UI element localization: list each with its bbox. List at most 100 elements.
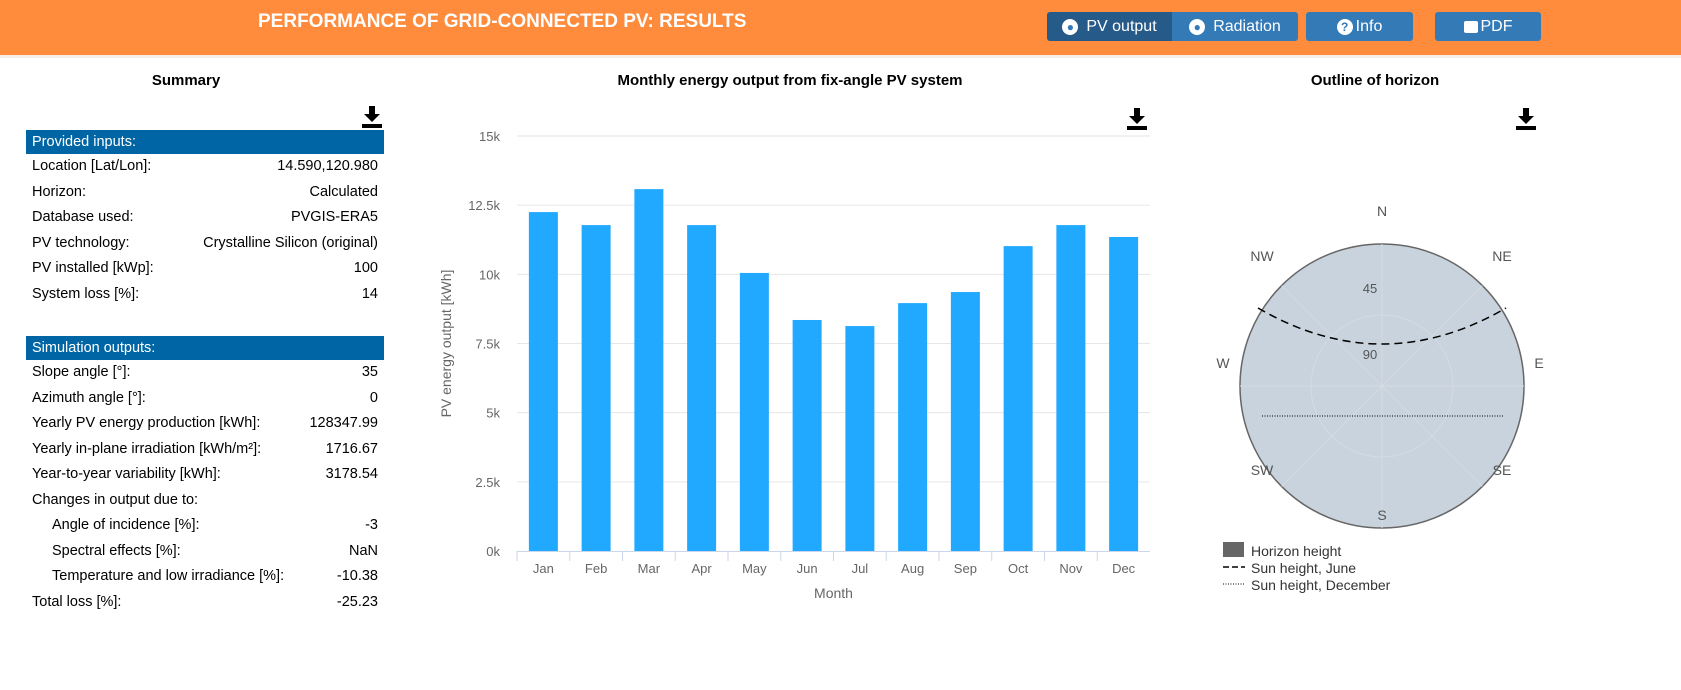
- ring-label-45: 45: [1363, 281, 1377, 296]
- row-value: -25.23: [336, 593, 378, 610]
- row-label: Location [Lat/Lon]:: [32, 158, 152, 174]
- row-value: 14.590,120.980: [277, 158, 378, 174]
- bar: [739, 272, 769, 551]
- row-value: 14: [361, 285, 378, 302]
- y-tick-label: 5k: [486, 406, 500, 421]
- bar: [687, 225, 717, 551]
- print-icon: [1463, 20, 1478, 33]
- legend-item: Sun height, December: [1251, 577, 1391, 593]
- download-horizon-icon[interactable]: [1516, 108, 1536, 130]
- x-tick-label: May: [742, 561, 767, 576]
- x-tick-label: Jul: [852, 561, 869, 576]
- chart-title: Monthly energy output from fix-angle PV …: [617, 72, 963, 89]
- legend-item: Horizon height: [1251, 543, 1341, 559]
- row-value: -3: [365, 517, 378, 533]
- y-tick-label: 12.5k: [468, 198, 500, 213]
- x-tick-label: Jan: [533, 561, 554, 576]
- summary-row: Spectral effects [%]: NaN: [26, 539, 384, 565]
- summary-row: Horizon: Calculated: [26, 180, 384, 206]
- pv-output-label: PV output: [1086, 17, 1157, 35]
- x-tick-label: Nov: [1059, 561, 1083, 576]
- x-tick-label: Oct: [1008, 561, 1029, 576]
- summary-row: PV technology: Crystalline Silicon (origi…: [26, 231, 384, 257]
- ring-label-90: 90: [1363, 347, 1377, 362]
- summary-row: System loss [%]: 14: [26, 282, 384, 308]
- download-chart-icon[interactable]: [1127, 108, 1147, 130]
- row-label: Total loss [%]:: [32, 593, 122, 610]
- row-value: Crystalline Silicon (original): [203, 234, 378, 251]
- row-label: Year-to-year variability [kWh]:: [32, 466, 221, 482]
- summary-row: Slope angle [°]: 35: [26, 360, 384, 386]
- row-label: Temperature and low irradiance [%]:: [52, 568, 285, 584]
- outputs-table: Simulation outputs: Slope angle [°]: 35 Az…: [26, 336, 384, 615]
- bar: [845, 326, 875, 551]
- row-value: 3178.54: [325, 466, 378, 482]
- y-tick-label: 10k: [479, 267, 500, 282]
- row-value: 100: [353, 260, 378, 276]
- summary-row: Yearly in-plane irradiation [kWh/m²]: 171…: [26, 437, 384, 463]
- y-tick-label: 0k: [486, 544, 500, 559]
- row-label: Azimuth angle [°]:: [32, 389, 146, 406]
- row-value: 1716.67: [325, 440, 378, 457]
- x-axis-title: Month: [814, 585, 853, 601]
- bar: [898, 303, 928, 551]
- info-label: Info: [1355, 17, 1383, 35]
- x-tick-label: Feb: [585, 561, 607, 576]
- direction-label: W: [1216, 355, 1230, 371]
- bar: [528, 212, 558, 551]
- x-tick-label: Jun: [797, 561, 818, 576]
- outputs-header: Simulation outputs:: [26, 336, 384, 360]
- y-tick-label: 15k: [479, 129, 500, 144]
- row-label: Yearly in-plane irradiation [kWh/m²]:: [32, 440, 262, 457]
- bar: [1056, 225, 1086, 551]
- row-label: Database used:: [32, 209, 134, 225]
- x-tick-label: Apr: [692, 561, 713, 576]
- row-label: Spectral effects [%]:: [52, 542, 181, 559]
- monthly-bar-chart: 0k 2.5k 5k 7.5k 10k 12.5k 15k Jan Feb Mar Apr May Ju…: [438, 129, 1150, 601]
- summary-row: Temperature and low irradiance [%]: -10.3…: [26, 564, 384, 590]
- direction-label: SE: [1493, 462, 1512, 478]
- row-value: NaN: [348, 542, 378, 559]
- summary-row: Angle of incidence [%]: -3: [26, 513, 384, 539]
- pdf-label: PDF: [1480, 17, 1513, 35]
- spoke: [1381, 385, 1483, 487]
- direction-label: S: [1377, 507, 1386, 523]
- summary-row: Azimuth angle [°]: 0: [26, 386, 384, 412]
- row-label: Angle of incidence [%]:: [52, 517, 200, 533]
- spoke: [1281, 285, 1383, 387]
- x-tick-label: Sep: [954, 561, 977, 576]
- row-value: 0: [369, 389, 378, 406]
- row-label: Changes in output due to:: [32, 491, 199, 508]
- pdf-button[interactable]: PDF: [1435, 12, 1541, 41]
- spoke: [1281, 385, 1383, 487]
- inputs-table: Provided inputs: Location [Lat/Lon]: 14.5…: [26, 130, 384, 307]
- summary-row: PV installed [kWp]: 100: [26, 256, 384, 282]
- row-label: Slope angle [°]:: [32, 364, 131, 380]
- row-value: -10.38: [336, 568, 378, 584]
- summary-row: Year-to-year variability [kWh]: 3178.54: [26, 462, 384, 488]
- horizon-title: Outline of horizon: [1310, 72, 1440, 89]
- radiation-button[interactable]: ● Radiation: [1172, 12, 1298, 41]
- row-label: PV technology:: [32, 234, 130, 251]
- summary-title: Summary: [151, 72, 221, 89]
- download-summary-icon[interactable]: [362, 106, 382, 128]
- eye-icon: ●: [1189, 18, 1206, 35]
- bar: [792, 319, 822, 551]
- row-label: Yearly PV energy production [kWh]:: [32, 415, 261, 431]
- info-button[interactable]: ? Info: [1306, 12, 1413, 41]
- summary-row: Total loss [%]: -25.23: [26, 590, 384, 616]
- row-value: PVGIS-ERA5: [290, 209, 378, 225]
- row-value: 35: [361, 364, 378, 380]
- summary-row: Location [Lat/Lon]: 14.590,120.980: [26, 154, 384, 180]
- sun-path-june: [1257, 307, 1507, 345]
- radiation-label: Radiation: [1213, 17, 1281, 35]
- direction-label: N: [1377, 203, 1387, 219]
- question-circle-icon: ?: [1336, 18, 1353, 35]
- page-title: PERFORMANCE OF GRID-CONNECTED PV: RESULT…: [258, 11, 747, 32]
- y-tick-label: 2.5k: [475, 475, 500, 490]
- pv-output-button[interactable]: ● PV output: [1047, 12, 1172, 41]
- x-tick-label: Mar: [638, 561, 661, 576]
- summary-row: Changes in output due to:: [26, 488, 384, 514]
- y-tick-label: 7.5k: [475, 337, 500, 352]
- summary-row: Yearly PV energy production [kWh]: 128347…: [26, 411, 384, 437]
